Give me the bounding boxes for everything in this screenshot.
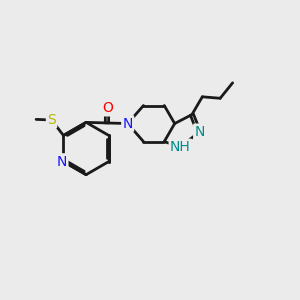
- Text: S: S: [47, 113, 56, 127]
- Text: N: N: [194, 125, 205, 139]
- Text: NH: NH: [170, 140, 191, 154]
- Text: N: N: [57, 154, 67, 169]
- Text: N: N: [122, 116, 133, 130]
- Text: O: O: [102, 101, 112, 115]
